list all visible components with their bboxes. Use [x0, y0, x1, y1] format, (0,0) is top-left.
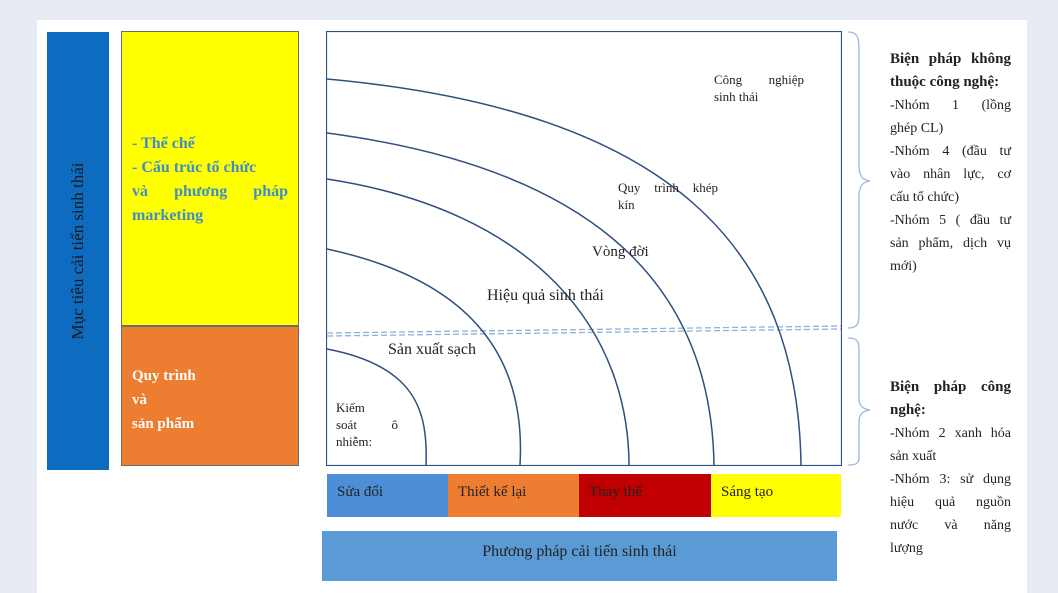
curve-diagram: Kiểm soát ô nhiễm: Sản xuất sạch Hiệu qu… [326, 31, 842, 466]
process-line-3: sản phẩm [132, 416, 195, 432]
side-bottom-item-5: nước và năng [890, 518, 1011, 533]
curve-industrial-ecology [326, 78, 802, 466]
label-closed-loop: Quy trình khép kín [618, 179, 718, 213]
diagram-frame [326, 31, 842, 466]
label-life-cycle: Vòng đời [592, 244, 649, 260]
institution-line-4: marketing [132, 207, 204, 224]
side-tech: Biện pháp công nghệ: -Nhóm 2 xanh hóa sả… [890, 376, 1011, 560]
goal-bar: Mục tiêu cải tiến sinh thái [47, 32, 109, 470]
divider-dashed-1 [326, 325, 842, 334]
goal-label: Mục tiêu cải tiến sinh thái [68, 162, 87, 340]
strip-modify: Sửa đổi [327, 474, 448, 517]
curve-life-cycle [326, 132, 715, 466]
process-box: Quy trình và sản phẩm [121, 326, 299, 466]
side-non-tech: Biện pháp không thuộc công nghệ: -Nhóm 1… [890, 48, 1011, 278]
label-closed-loop-line-1: Quy trình khép [618, 180, 718, 195]
label-control-line-2: soát ô [336, 417, 398, 432]
side-bottom-item-3: -Nhóm 3: sử dụng [890, 472, 1011, 487]
side-top-item-3: -Nhóm 4 (đầu tư [890, 144, 1011, 159]
brace-top [847, 31, 871, 329]
label-closed-loop-line-2: kín [618, 197, 635, 212]
institution-box: - Thể chế - Cấu trúc tổ chức và phương p… [121, 31, 299, 326]
strip-replace: Thay thế [579, 474, 711, 517]
method-bar: Phương pháp cải tiến sinh thái [322, 531, 837, 581]
curve-pollution-control [326, 348, 427, 466]
side-bottom-title-2: nghệ: [890, 402, 926, 418]
curve-eco-efficiency [326, 178, 630, 466]
side-bottom-item-4: hiệu quả nguồn [890, 495, 1011, 510]
label-industrial-line-2: sinh thái [714, 89, 759, 104]
side-bottom-item-2: sản xuất [890, 449, 937, 464]
side-top-title-2: thuộc công nghệ: [890, 74, 1000, 90]
divider-dashed-2 [326, 328, 842, 337]
brace-bottom [847, 337, 871, 466]
label-eco-efficiency: Hiệu quả sinh thái [487, 287, 604, 304]
strip-create: Sáng tạo [711, 474, 841, 517]
process-line-1: Quy trình [132, 368, 196, 384]
curve-clean-production [326, 248, 522, 466]
label-industrial-ecology: Công nghiệp sinh thái [714, 71, 804, 105]
brace-svg [847, 31, 871, 466]
side-top-item-4: vào nhân lực, cơ [890, 167, 1011, 182]
side-bottom-title-1: Biện pháp công [890, 379, 1011, 395]
side-top-item-8: mới) [890, 259, 917, 274]
label-clean-production: Sản xuất sạch [388, 341, 476, 358]
side-top-item-2: ghép CL) [890, 121, 944, 136]
label-control-line-3: nhiễm: [336, 434, 373, 449]
side-top-item-6: -Nhóm 5 ( đầu tư [890, 213, 1011, 228]
side-top-item-5: cấu tổ chức) [890, 190, 959, 205]
institution-line-2: - Cấu trúc tổ chức [132, 159, 257, 176]
side-bottom-item-1: -Nhóm 2 xanh hóa [890, 426, 1011, 441]
label-control-line-1: Kiểm [336, 400, 365, 415]
side-bottom-item-6: lượng [890, 541, 923, 556]
label-industrial-line-1: Công nghiệp [714, 72, 804, 87]
institution-line-3: và phương pháp [132, 183, 288, 200]
side-top-item-7: sản phẩm, dịch vụ [890, 236, 1011, 251]
curve-diagram-svg [326, 31, 842, 466]
label-pollution-control: Kiểm soát ô nhiễm: [336, 399, 398, 450]
side-top-title-1: Biện pháp không [890, 51, 1011, 67]
institution-line-1: - Thể chế [132, 135, 195, 152]
side-top-item-1: -Nhóm 1 (lồng [890, 98, 1011, 113]
process-line-2: và [132, 392, 147, 408]
strip-redesign: Thiết kế lại [448, 474, 579, 517]
